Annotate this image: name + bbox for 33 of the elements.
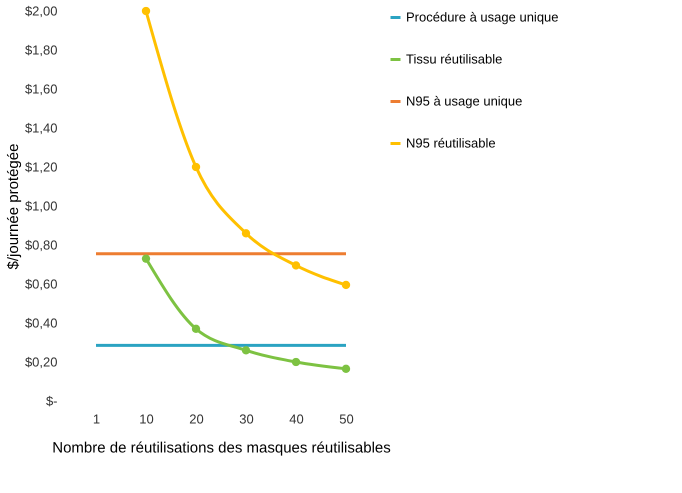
point (142, 6, 150, 16)
legend-label: Tissu réutilisable (406, 52, 502, 66)
x-tick-label: 20 (189, 412, 204, 426)
point (192, 162, 200, 172)
legend-label: Procédure à usage unique (406, 10, 559, 24)
legend-label: N95 réutilisable (406, 136, 496, 150)
y-tick-label: $0,20 (24, 354, 58, 370)
y-tick-label: $1,60 (24, 82, 58, 96)
y-tick-label: $- (46, 394, 58, 408)
legend-label: N95 à usage unique (406, 94, 522, 108)
point (342, 364, 350, 373)
x-tick-label: 50 (339, 412, 354, 426)
point (142, 254, 150, 263)
x-tick-label: 30 (239, 412, 254, 426)
y-tick-label: $1,00 (24, 198, 58, 214)
point (292, 261, 300, 270)
point (242, 229, 250, 238)
x-tick-label: 1 (92, 412, 100, 426)
y-tick-label: $1,20 (24, 160, 58, 174)
point (192, 324, 200, 334)
y-tick-label: $1,40 (24, 120, 58, 136)
y-tick-label: $0,40 (24, 316, 58, 330)
x-tick-label: 10 (139, 412, 154, 426)
y-tick-label: $0,80 (24, 238, 58, 252)
x-tick-label: 40 (289, 412, 304, 426)
y-axis-title: $/journée protégée (4, 144, 22, 270)
y-tick-label: $1,80 (24, 42, 58, 58)
point (292, 358, 300, 366)
x-axis-title: Nombre de réutilisations des masques réutilisables (52, 440, 391, 456)
y-tick-label: $2,00 (24, 4, 58, 18)
y-tick-label: $0,60 (24, 276, 58, 292)
point (242, 346, 250, 354)
point (342, 280, 350, 290)
